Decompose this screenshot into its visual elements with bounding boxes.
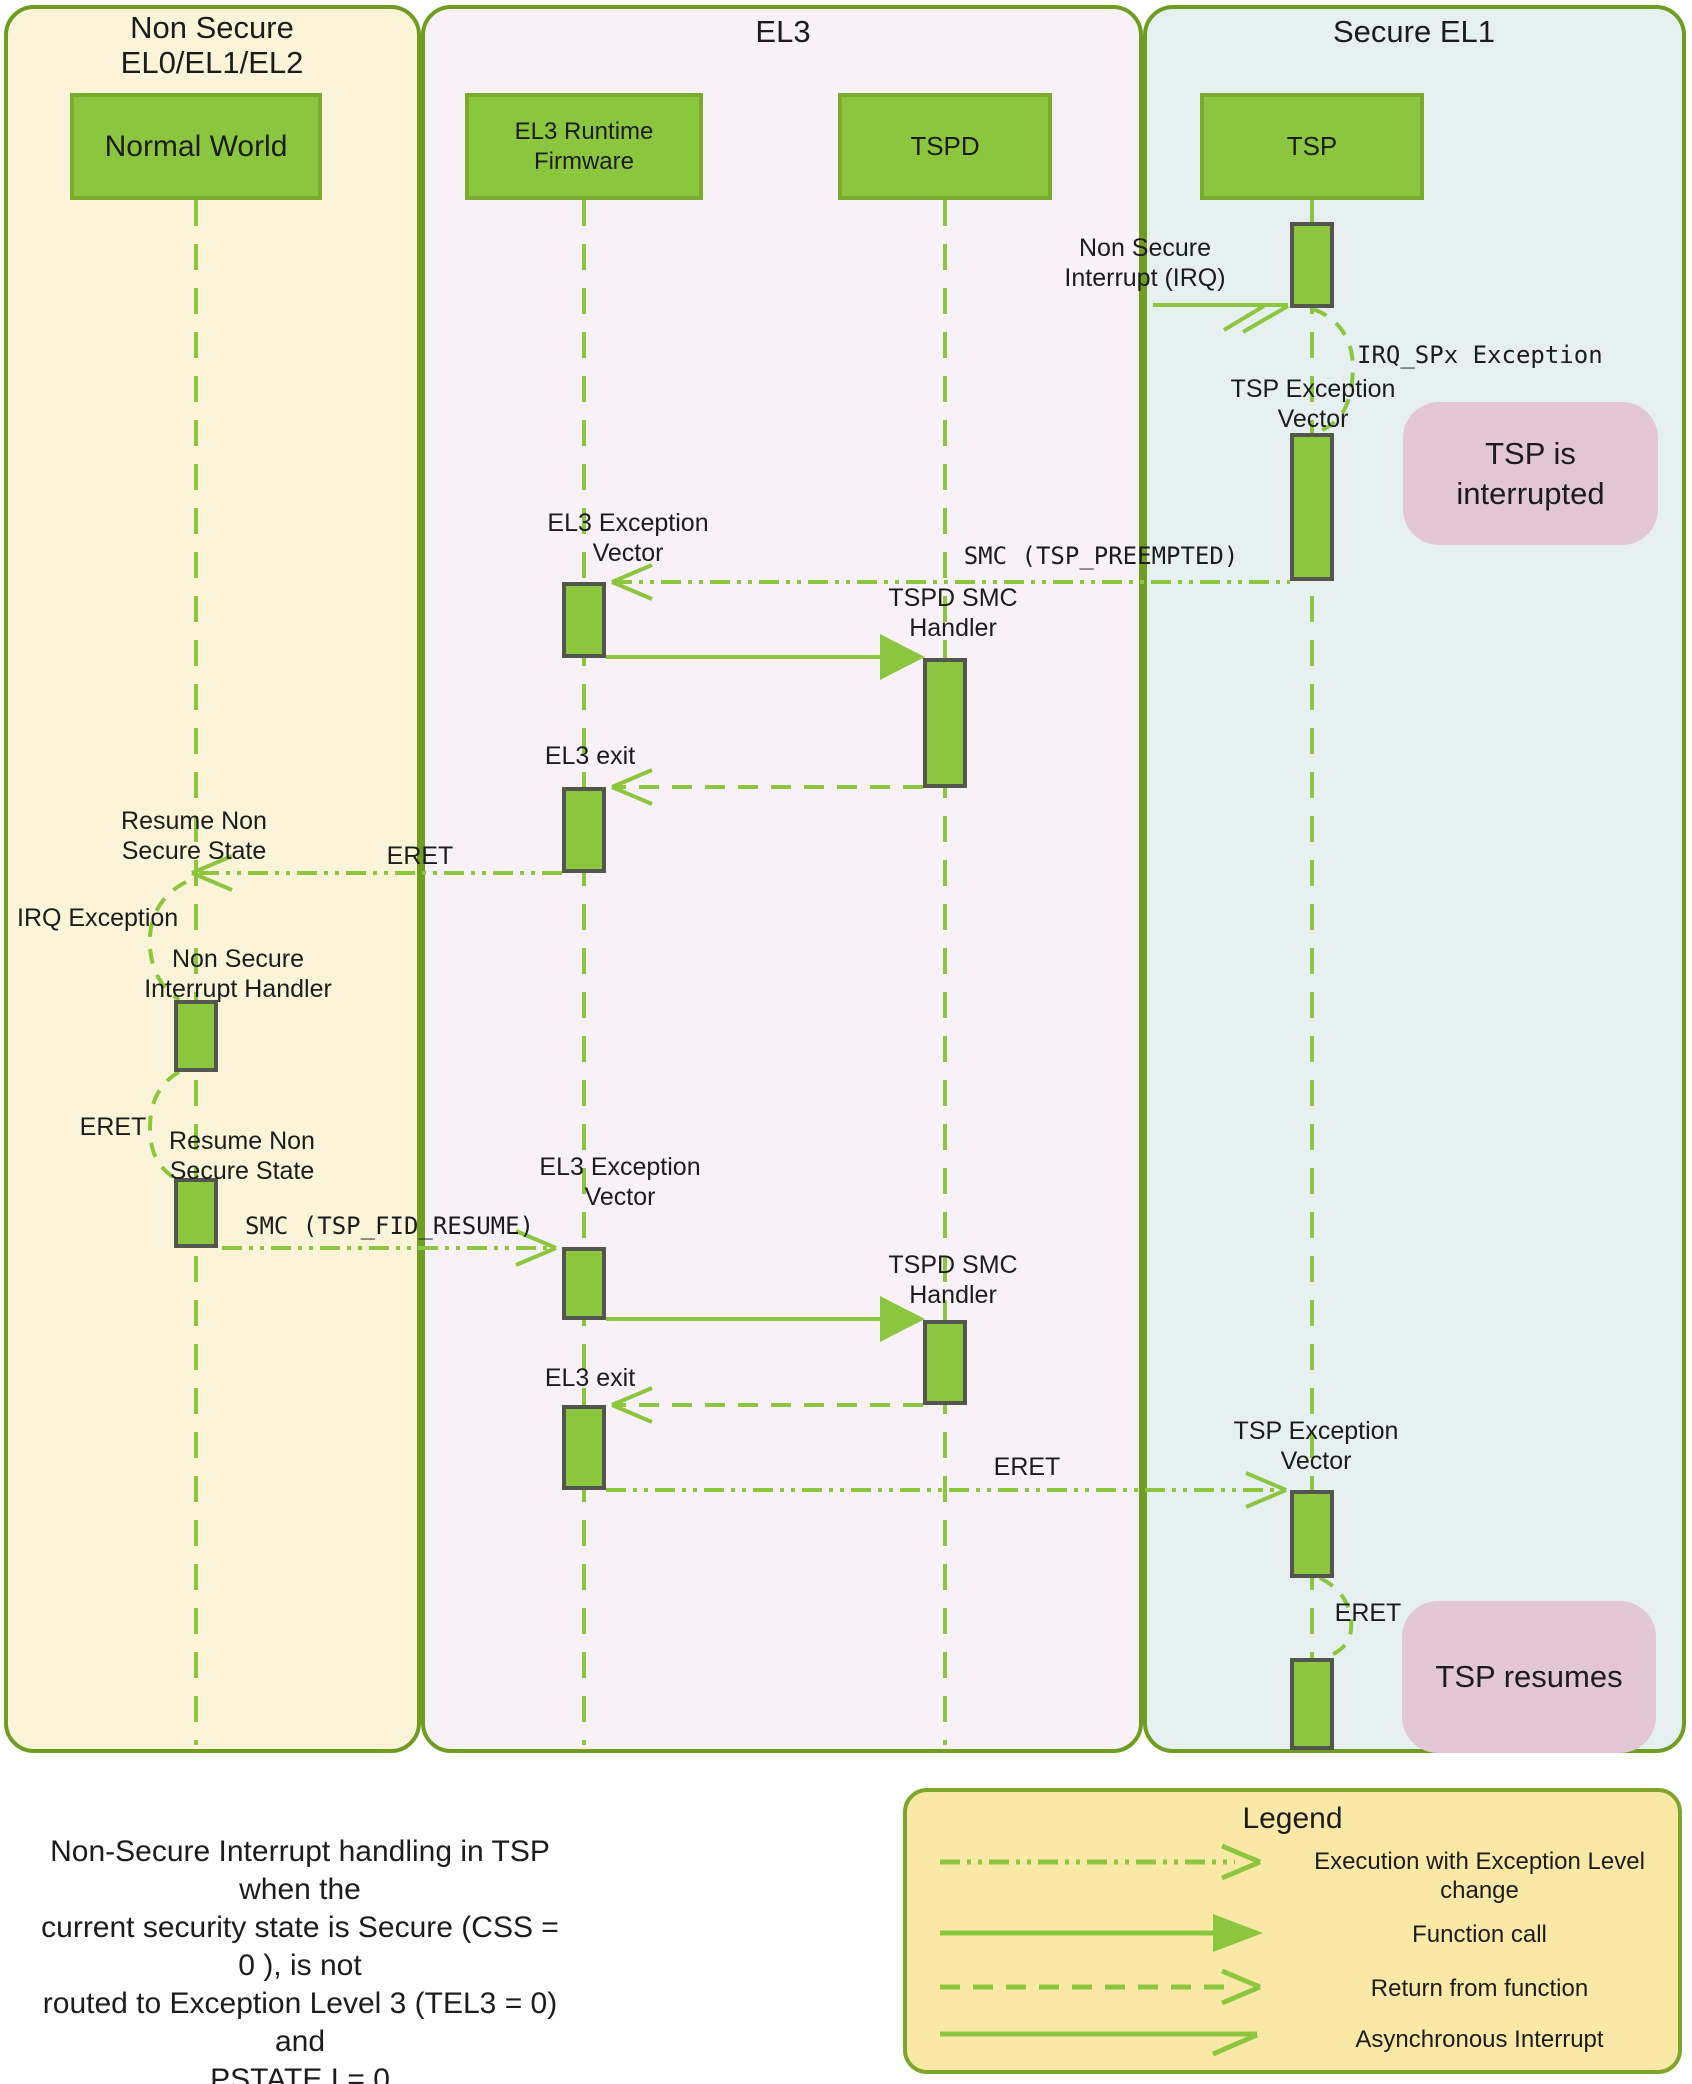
label-tsp-exception-vector-1: TSP Exception Vector [1230,375,1396,433]
legend: Legend Execution with Exception Level ch… [903,1788,1682,2074]
loop-irq-exception [147,880,187,1002]
legend-async-interrupt-label: Asynchronous Interrupt [1355,2026,1604,2053]
label-resume-ns-2: Resume Non Secure State [169,1127,315,1185]
legend-return-arrow-icon [940,1968,1261,2006]
legend-async-interrupt-arrow-icon [940,2031,1258,2057]
participant-tsp: TSP [1200,93,1424,200]
label-resume-ns-1: Resume Non Secure State [121,807,267,865]
participant-el3-runtime-firmware: EL3 Runtime Firmware [465,93,703,200]
label-ns-interrupt: Non Secure Interrupt (IRQ) [1064,234,1226,292]
label-irq-exception: IRQ Exception [17,904,179,932]
activation-el3-exit-1 [562,787,606,873]
legend-return-label: Return from function [1370,1975,1589,2002]
loop-eret-tsp [1319,1576,1354,1661]
label-el3-exception-vector-2: EL3 Exception Vector [539,1153,701,1211]
loop-irq-spx [1312,307,1355,433]
call-arrow-tspd-smc-1 [606,634,925,680]
exec-arrow-smc-preempted [611,563,1290,601]
exec-arrow-smc-fid-resume [222,1229,557,1267]
label-el3-exit-1: EL3 exit [544,742,636,770]
note-tsp-resumes: TSP resumes [1402,1601,1656,1753]
loop-eret-normal-world [147,1070,181,1181]
exec-arrow-eret-2 [606,1471,1287,1509]
label-smc-preempted: SMC (TSP_PREEMPTED) [963,542,1239,570]
note-tsp-interrupted: TSP is interrupted [1403,402,1658,545]
lane-non-secure [4,5,421,1753]
legend-exec-label: Execution with Exception Level change [1314,1848,1645,1904]
label-tsp-exception-vector-2: TSP Exception Vector [1233,1417,1399,1475]
async-arrow-ns-interrupt [1153,303,1290,334]
call-arrow-tspd-smc-2 [606,1296,925,1342]
label-tspd-smc-handler-2: TSPD SMC Handler [888,1251,1018,1309]
activation-tsp-exception-vector-1 [1290,433,1334,581]
activation-resume-ns-state [174,1178,218,1248]
activation-tspd-smc-handler-2 [923,1320,967,1405]
activation-tsp-exception-vector-2 [1290,1490,1334,1578]
legend-title: Legend [1242,1802,1343,1835]
activation-tsp-resumed [1290,1658,1334,1750]
lane-title-secure-el1: Secure EL1 [1333,14,1495,49]
label-eret-4: ERET [1334,1599,1402,1627]
label-el3-exit-2: EL3 exit [544,1364,636,1392]
participant-normal-world: Normal World [70,93,322,200]
participant-tspd: TSPD [838,93,1052,200]
return-arrow-el3-exit-1 [611,768,923,806]
label-eret-2: ERET [79,1113,147,1141]
diagram-caption: Non-Secure Interrupt handling in TSP whe… [41,1835,559,2084]
label-tspd-smc-handler-1: TSPD SMC Handler [888,584,1018,642]
activation-tspd-smc-handler-1 [923,658,967,788]
label-eret-3: ERET [993,1453,1061,1481]
activation-el3-exception-vector-2 [562,1247,606,1320]
exec-arrow-eret-1 [191,854,562,892]
label-irq-spx-exception: IRQ_SPx Exception [1357,341,1603,369]
label-smc-fid-resume: SMC (TSP_FID_RESUME) [245,1212,534,1240]
return-arrow-el3-exit-2 [611,1386,923,1424]
activation-tsp-1 [1290,222,1334,308]
activation-el3-exception-vector-1 [562,582,606,658]
label-eret-1: ERET [386,842,454,870]
lane-el3 [421,5,1143,1753]
lane-title-non-secure: Non Secure EL0/EL1/EL2 [120,10,304,80]
label-ns-interrupt-handler: Non Secure Interrupt Handler [144,945,332,1003]
lane-title-el3: EL3 [755,14,811,49]
label-el3-exception-vector-1: EL3 Exception Vector [547,509,709,567]
legend-function-call-arrow-icon [940,1914,1263,1952]
lane-secure-el1 [1143,5,1686,1753]
legend-exec-arrow-icon [940,1843,1261,1881]
legend-function-call-label: Function call [1412,1921,1547,1948]
activation-el3-exit-2 [562,1405,606,1490]
activation-ns-interrupt-handler [174,1000,218,1072]
